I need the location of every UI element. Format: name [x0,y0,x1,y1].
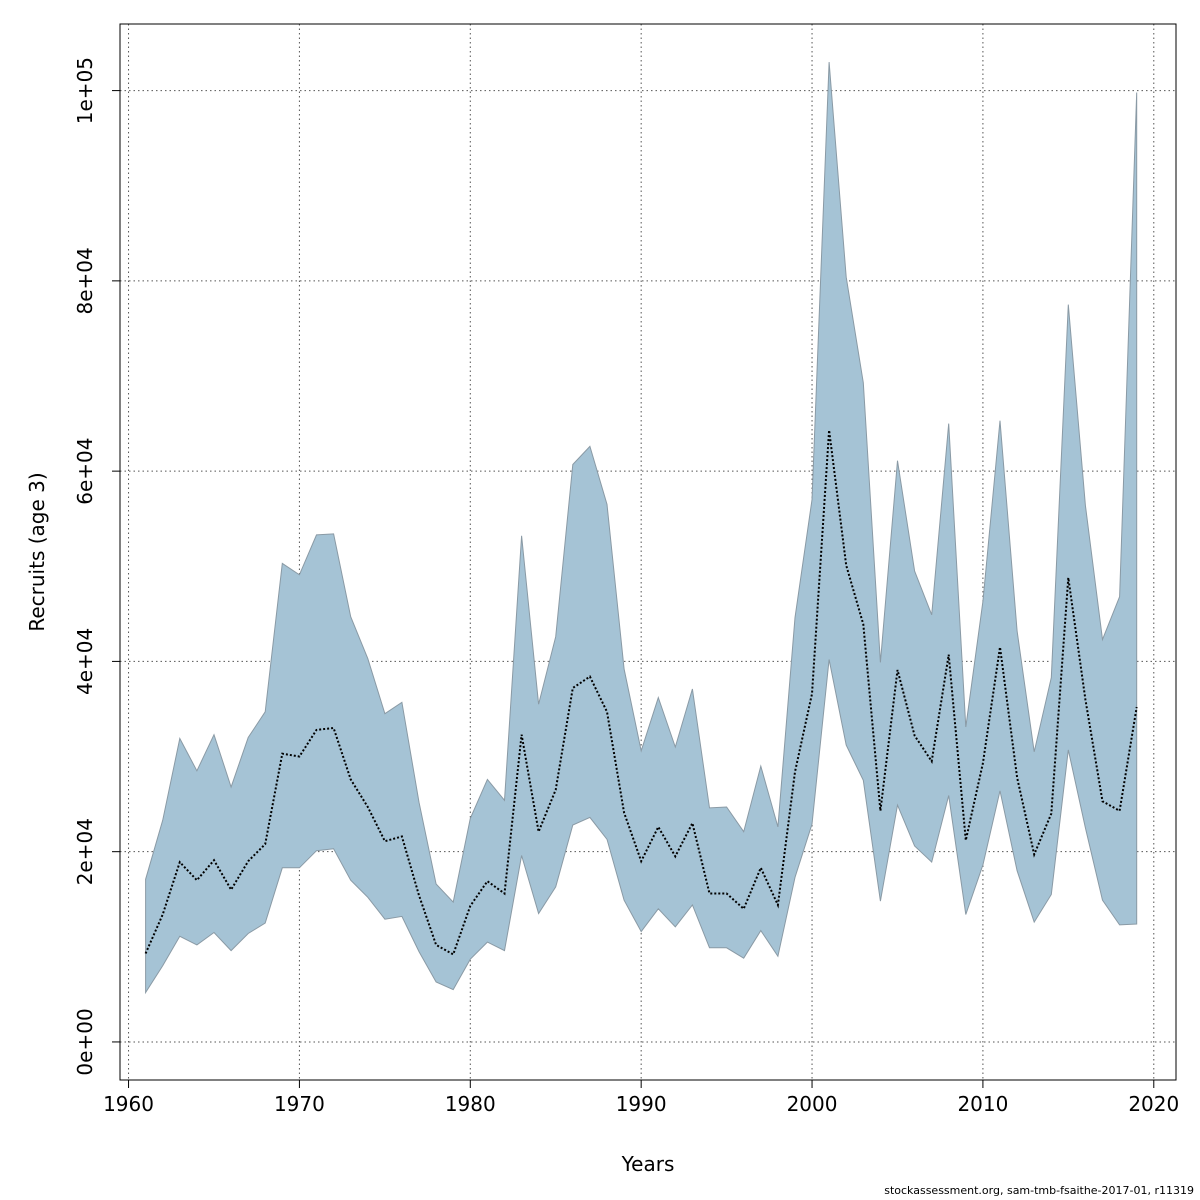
confidence-band [145,62,1138,995]
footer-credit: stockassessment.org, sam-tmb-fsaithe-201… [884,1184,1194,1197]
x-tick-label: 1970 [274,1092,325,1116]
y-tick-label: 2e+04 [73,818,97,885]
x-axis-title: Years [621,1152,675,1176]
plot-frame [119,23,1177,1081]
x-tick-label: 1980 [445,1092,496,1116]
y-tick-label: 4e+04 [73,628,97,695]
x-tick-label: 1960 [103,1092,154,1116]
y-tick-label: 0e+00 [73,1008,97,1075]
x-tick-label: 2020 [1128,1092,1179,1116]
y-tick-label: 6e+04 [73,438,97,505]
y-tick-label: 8e+04 [73,247,97,314]
y-axis-title: Recruits (age 3) [25,472,49,631]
x-tick-label: 1990 [616,1092,667,1116]
x-tick-label: 2000 [787,1092,838,1116]
y-tick-label: 1e+05 [73,57,97,124]
x-tick-label: 2010 [957,1092,1008,1116]
estimate-line [144,430,1138,956]
y-axis: 0e+00 2e+04 4e+04 6e+04 8e+04 1e+05 [73,57,120,1076]
x-axis: 1960 1970 1980 1990 2000 2010 2020 [103,1080,1179,1116]
